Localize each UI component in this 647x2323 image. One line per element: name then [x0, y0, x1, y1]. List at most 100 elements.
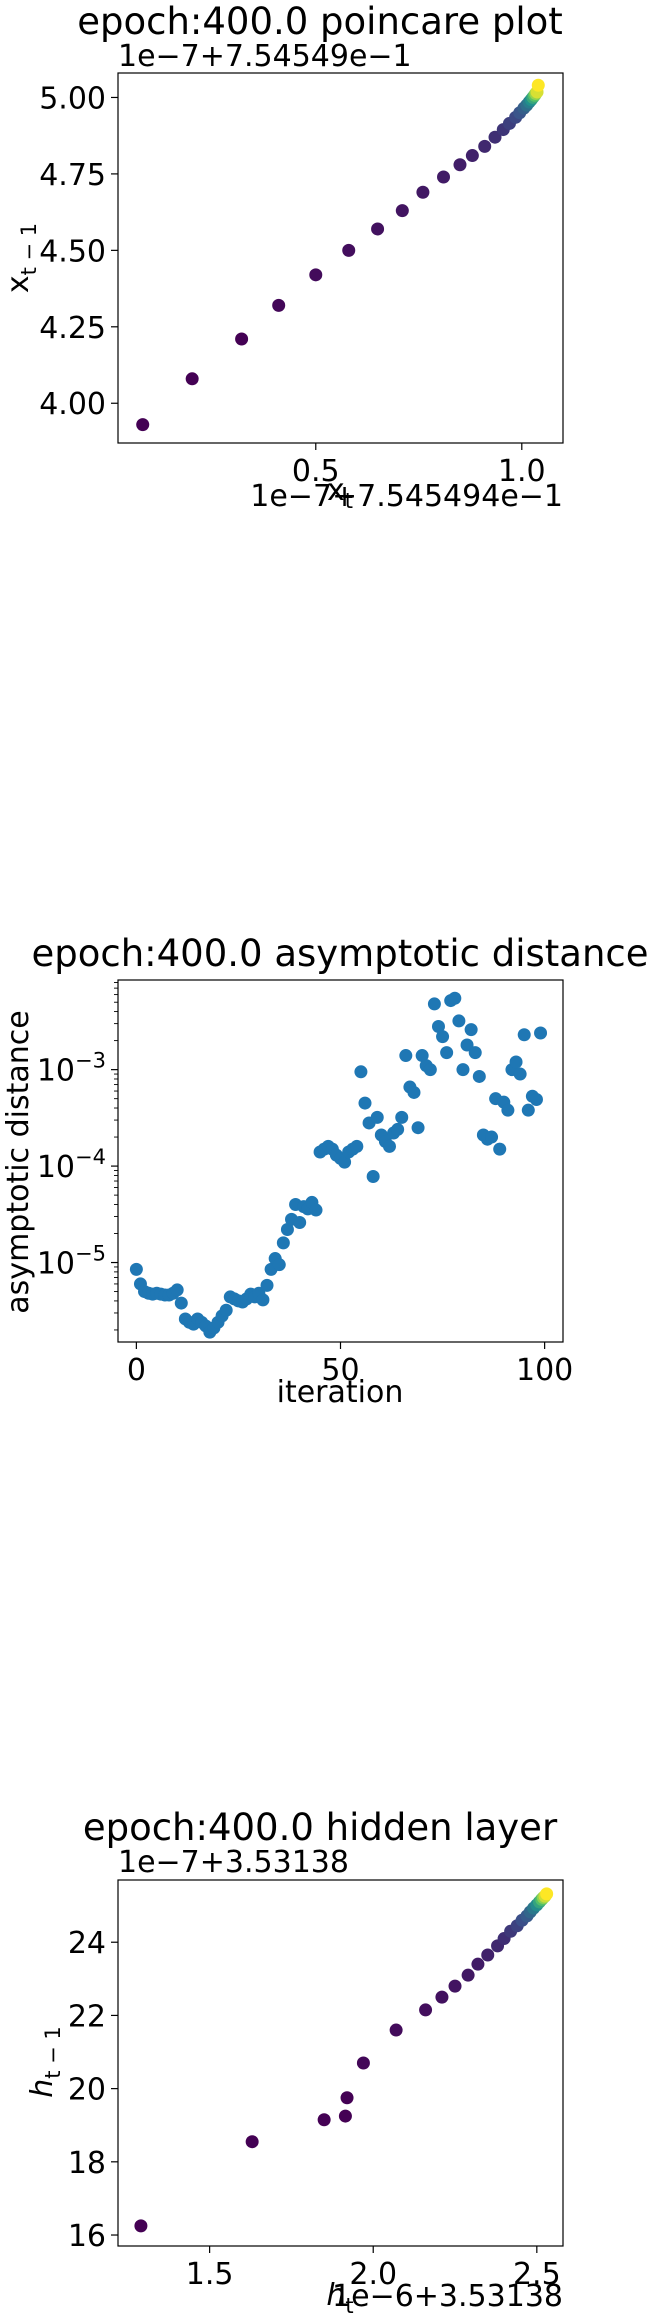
scatter-point [464, 1023, 478, 1037]
scatter-point [317, 2113, 331, 2127]
scatter-point [453, 158, 467, 172]
y-axis-label: asymptotic distance [1, 1010, 36, 1313]
scatter-point [448, 991, 462, 1005]
x-axis-ticks: 1.5 2.0 2.5 [186, 2246, 561, 2292]
scatter-point [437, 170, 451, 184]
scatter-point [461, 1968, 475, 1982]
x-axis-ticks: 0.5 1.0 [292, 443, 546, 489]
scatter-point [534, 1026, 548, 1040]
chart-title: epoch:400.0 hidden layer [83, 1806, 558, 1849]
scatter-point [465, 149, 479, 163]
scatter-point [471, 1957, 485, 1971]
scatter-point [272, 298, 286, 312]
y-tick-label: 20 [68, 2073, 106, 2108]
scatter-points [134, 1887, 554, 2233]
scatter-point [440, 1046, 454, 1060]
scatter-point [245, 2135, 259, 2149]
scatter-point [427, 997, 441, 1011]
x-tick-label: 2.0 [349, 2257, 397, 2292]
scatter-point [391, 1122, 405, 1136]
scatter-point [478, 139, 492, 153]
scatter-point [366, 1169, 380, 1183]
scatter-point [493, 1142, 507, 1156]
scatter-point [452, 1014, 466, 1028]
y-tick-label: 4.50 [39, 234, 106, 269]
y-tick-label: 22 [68, 1999, 106, 2034]
scatter-point [338, 1155, 352, 1169]
y-tick-base: 10 [37, 1247, 75, 1282]
x-tick-label: 2.5 [513, 2257, 561, 2292]
x-tick-label: 100 [516, 1353, 573, 1388]
scatter-point [134, 2219, 148, 2233]
scatter-point [356, 2056, 370, 2070]
chart-title: epoch:400.0 poincare plot [77, 0, 563, 43]
scatter-point [350, 1139, 364, 1153]
y-axis-ticks: 4.00 4.25 4.50 4.75 5.00 [39, 81, 118, 422]
scatter-point [395, 204, 409, 218]
scatter-point [488, 130, 502, 144]
scatter-point [395, 1110, 409, 1124]
scatter-point [472, 1069, 486, 1083]
y-tick-label: 24 [68, 1926, 106, 1961]
y-offset-label: 1e−7+3.53138 [118, 1845, 349, 1880]
scatter-point [531, 78, 545, 92]
scatter-point [399, 1049, 413, 1063]
scatter-point [509, 1055, 523, 1069]
scatter-point [260, 1278, 274, 1292]
y-axis-ticks: 16 18 20 22 24 [68, 1926, 118, 2254]
plot-area [117, 1879, 564, 2247]
x-tick-label: 0.5 [292, 454, 340, 489]
x-tick-label: 50 [321, 1353, 359, 1388]
y-tick-label: 18 [68, 2146, 106, 2181]
scatter-point [517, 1028, 531, 1042]
scatter-point [272, 1258, 286, 1272]
y-tick-label: 16 [68, 2219, 106, 2254]
scatter-point [185, 372, 199, 386]
scatter-point [174, 1296, 188, 1310]
y-tick-label: 10−5 [37, 1242, 106, 1282]
y-tick-exponent: −3 [75, 1049, 106, 1073]
y-tick-base: 10 [37, 1054, 75, 1089]
scatter-point [411, 1121, 425, 1135]
scatter-point [338, 2109, 352, 2123]
scatter-point [371, 222, 385, 236]
scatter-point [407, 1085, 421, 1099]
x-tick-label: 1.5 [186, 2257, 234, 2292]
plot-area [117, 72, 564, 444]
scatter-point [529, 1093, 543, 1107]
scatter-point [481, 1948, 495, 1962]
scatter-point [436, 1030, 450, 1044]
scatter-point [293, 1216, 307, 1230]
scatter-point [280, 1223, 294, 1237]
chart-asymptotic-distance: epoch:400.0 asymptotic distance 10−510−4… [1, 932, 647, 1410]
y-tick-label: 5.00 [39, 81, 106, 116]
scatter-point [136, 418, 150, 432]
scatter-point [448, 1979, 462, 1993]
scatter-point [521, 1103, 535, 1117]
scatter-points [136, 78, 545, 432]
scatter-point [513, 1067, 527, 1081]
chart-hidden-layer: epoch:400.0 hidden layer 1e−7+3.53138 16… [25, 1806, 564, 2318]
scatter-point [170, 1283, 184, 1297]
scatter-point [423, 1063, 437, 1077]
x-axis-label: xt [327, 473, 353, 513]
scatter-point [256, 1293, 270, 1307]
scatter-point [485, 1130, 499, 1144]
scatter-point [382, 1139, 396, 1153]
chart-title: epoch:400.0 asymptotic distance [31, 932, 647, 975]
y-tick-label: 4.00 [39, 387, 106, 422]
scatter-point [456, 1063, 470, 1077]
x-axis-label: iteration [277, 1375, 404, 1410]
scatter-point [501, 1103, 515, 1117]
x-axis-ticks: 0 50 100 [127, 1342, 573, 1388]
y-offset-label: 1e−7+7.54549e−1 [118, 39, 412, 74]
scatter-point [540, 1887, 554, 1901]
y-tick-exponent: −4 [75, 1145, 106, 1169]
scatter-point [435, 1990, 449, 2004]
y-tick-label: 4.75 [39, 158, 106, 193]
y-tick-exponent: −5 [75, 1242, 106, 1266]
scatter-point [419, 2003, 433, 2017]
y-axis-label: ht − 1 [25, 2026, 65, 2098]
scatter-point [340, 2091, 354, 2105]
